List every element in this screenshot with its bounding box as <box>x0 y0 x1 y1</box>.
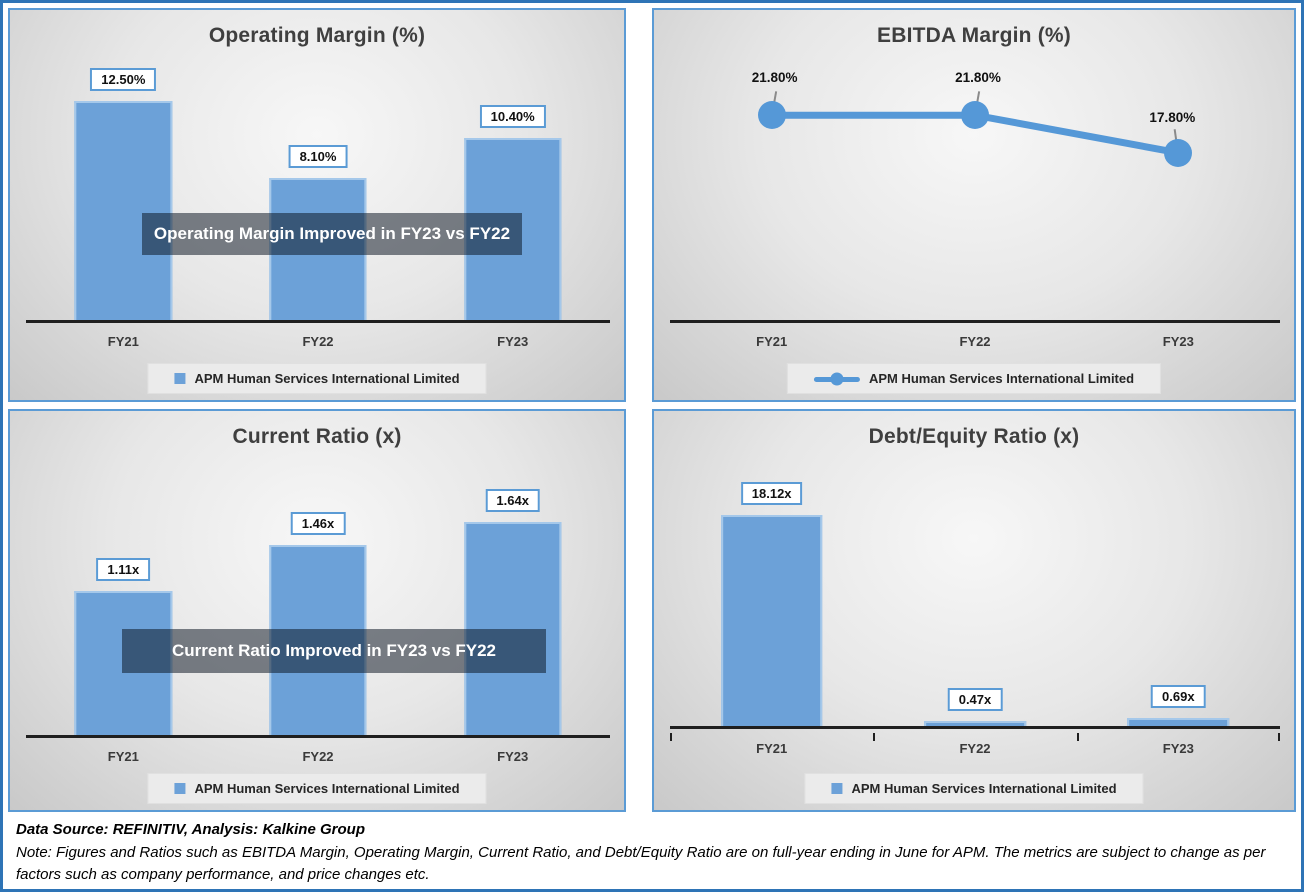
bar-column: 1.64x <box>415 475 610 735</box>
legend: APM Human Services International Limited <box>147 773 487 804</box>
data-point-marker <box>1164 138 1193 167</box>
legend: APM Human Services International Limited <box>804 773 1144 804</box>
bar-column: 10.40% <box>415 40 610 320</box>
bar-fy22 <box>924 720 1026 726</box>
data-label: 17.80% <box>1149 109 1196 125</box>
bar-column: 1.46x <box>221 475 416 735</box>
bar-fy23 <box>1127 717 1230 726</box>
annotation-banner: Current Ratio Improved in FY23 vs FY22 <box>122 629 546 673</box>
x-tick-label: FY21 <box>756 741 788 756</box>
data-label: 1.64x <box>485 488 540 512</box>
legend-marker-square-icon <box>174 783 186 794</box>
bar-column: 18.12x <box>670 470 873 726</box>
data-label: 21.80% <box>751 70 798 86</box>
plot-area: 12.50% 8.10% 10.40% <box>26 40 610 323</box>
legend: APM Human Services International Limited <box>147 363 487 394</box>
data-label: 18.12x <box>740 482 803 506</box>
x-axis-ticks <box>670 733 1280 741</box>
data-label: 8.10% <box>288 145 348 169</box>
x-tick-label: FY23 <box>1162 334 1194 349</box>
x-tick-label: FY23 <box>1162 741 1194 756</box>
footnote: Data Source: REFINITIV, Analysis: Kalkin… <box>8 812 1296 887</box>
chart-panel-current-ratio: Current Ratio (x) 1.11x 1.46x 1.64x Curren… <box>8 409 626 812</box>
legend-marker-line-icon <box>813 372 860 386</box>
data-label: 10.40% <box>479 105 546 128</box>
chart-title: Current Ratio (x) <box>232 425 402 448</box>
legend-marker-square-icon <box>174 373 186 384</box>
legend-label: APM Human Services International Limited <box>868 371 1135 386</box>
legend-label: APM Human Services International Limited <box>851 781 1117 796</box>
x-axis-labels: FY21 FY22 FY23 <box>26 749 610 764</box>
legend-label: APM Human Services International Limited <box>194 781 460 796</box>
chart-title: Debt/Equity Ratio (x) <box>868 425 1080 448</box>
x-tick-label: FY21 <box>107 749 139 764</box>
data-label: 1.11x <box>96 557 151 581</box>
bar-fy21 <box>74 101 172 320</box>
chart-panel-operating-margin: Operating Margin (%) 12.50% 8.10% 10.40% O… <box>8 8 626 402</box>
annotation-banner: Operating Margin Improved in FY23 vs FY2… <box>142 213 522 255</box>
plot-area: 18.12x 0.47x 0.69x <box>670 470 1280 729</box>
bar-fy21 <box>720 515 823 726</box>
legend-label: APM Human Services International Limited <box>194 371 460 386</box>
x-axis-labels: FY21 FY22 FY23 <box>26 334 610 349</box>
legend-marker-square-icon <box>831 783 843 794</box>
x-axis-labels: FY21 FY22 FY23 <box>670 334 1280 349</box>
chart-panel-debt-equity-ratio: Debt/Equity Ratio (x) 18.12x 0.47x 0.69x F… <box>652 409 1296 812</box>
bar-column: 12.50% <box>26 40 221 320</box>
plot-area: 21.80% 21.80% 17.80% <box>670 57 1280 323</box>
x-tick-label: FY23 <box>497 334 529 349</box>
data-label: 12.50% <box>90 68 157 92</box>
data-point-marker <box>961 101 989 130</box>
legend: APM Human Services International Limited <box>786 363 1162 394</box>
data-label: 0.69x <box>1151 684 1206 708</box>
bar-fy23 <box>464 521 562 735</box>
bar-column: 1.11x <box>26 475 221 735</box>
bar-column: 0.69x <box>1077 470 1280 726</box>
x-tick-label: FY22 <box>302 334 334 349</box>
bar-column: 8.10% <box>221 40 416 320</box>
x-tick-label: FY22 <box>959 741 991 756</box>
x-tick-label: FY23 <box>497 749 529 764</box>
data-source-line: Data Source: REFINITIV, Analysis: Kalkin… <box>16 821 365 838</box>
x-tick-label: FY21 <box>107 334 139 349</box>
data-label: 1.46x <box>290 512 346 536</box>
note-line: Note: Figures and Ratios such as EBITDA … <box>16 843 1266 884</box>
x-tick-label: FY22 <box>959 334 991 349</box>
chart-grid: Operating Margin (%) 12.50% 8.10% 10.40% O… <box>8 8 1296 812</box>
bar-column: 0.47x <box>873 470 1076 726</box>
data-label: 21.80% <box>955 70 1001 86</box>
x-tick-label: FY22 <box>302 749 334 764</box>
plot-area: 1.11x 1.46x 1.64x <box>26 475 610 738</box>
data-point-marker <box>757 101 786 130</box>
data-label: 0.47x <box>947 687 1003 711</box>
chart-panel-ebitda-margin: EBITDA Margin (%) 21.80% 21.80% 17.80% FY2… <box>652 8 1296 402</box>
chart-title: Operating Margin (%) <box>208 24 426 47</box>
x-tick-label: FY21 <box>756 334 788 349</box>
chart-title: EBITDA Margin (%) <box>877 24 1071 47</box>
series-line <box>670 57 1280 320</box>
x-axis-labels: FY21 FY22 FY23 <box>670 741 1280 756</box>
